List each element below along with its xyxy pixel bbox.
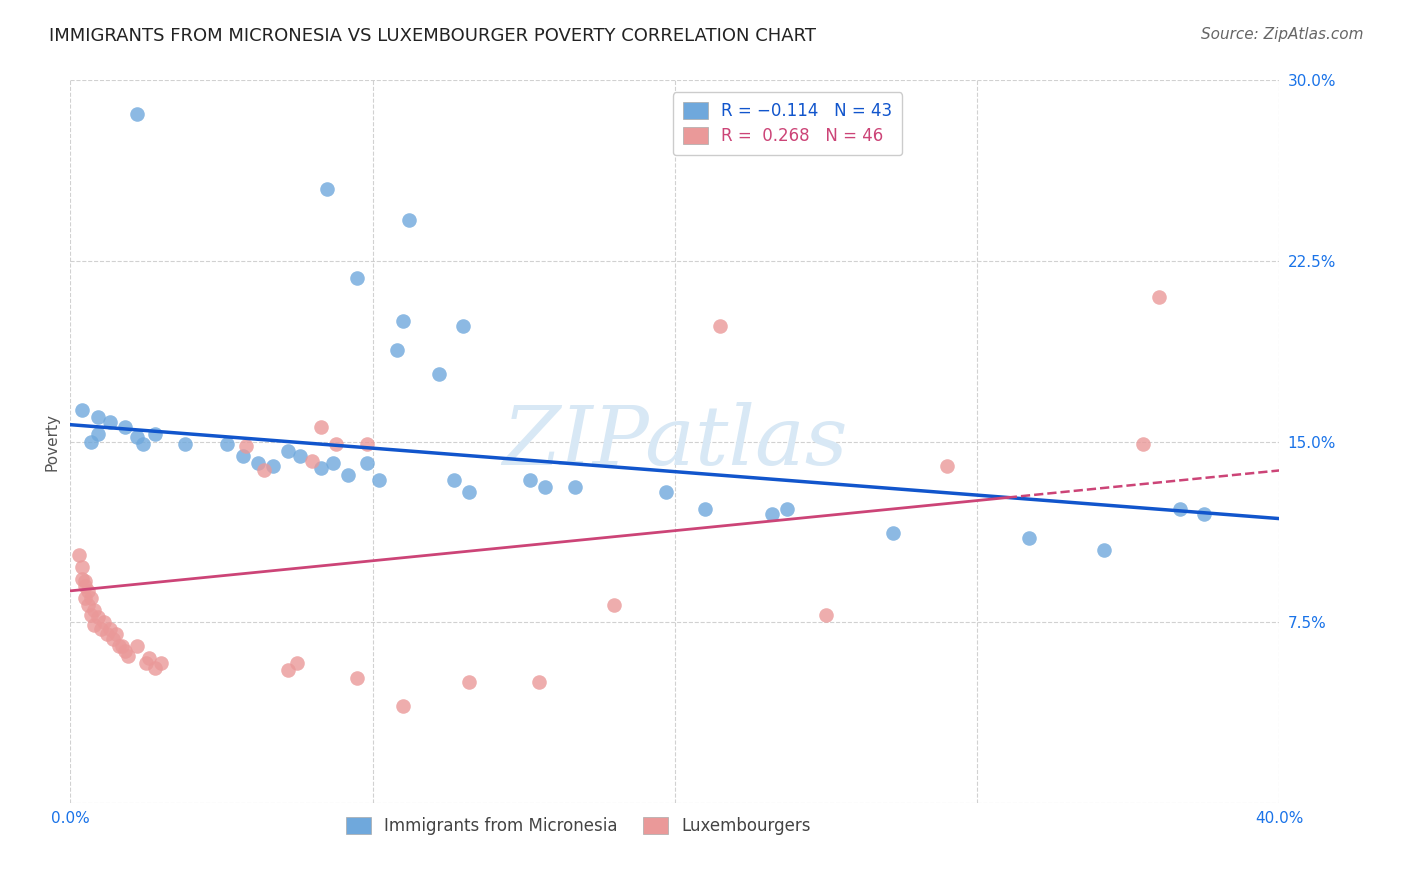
Point bbox=[277, 444, 299, 458]
Point bbox=[80, 591, 103, 605]
Point bbox=[217, 437, 239, 451]
Point bbox=[882, 526, 904, 541]
Point bbox=[80, 434, 103, 449]
Point bbox=[519, 473, 541, 487]
Point bbox=[138, 651, 160, 665]
Point bbox=[285, 656, 308, 670]
Point bbox=[936, 458, 959, 473]
Point bbox=[75, 579, 97, 593]
Point bbox=[174, 437, 197, 451]
Point bbox=[75, 591, 97, 605]
Text: Source: ZipAtlas.com: Source: ZipAtlas.com bbox=[1201, 27, 1364, 42]
Point bbox=[564, 480, 586, 494]
Point bbox=[603, 599, 626, 613]
Point bbox=[125, 430, 148, 444]
Point bbox=[98, 623, 121, 637]
Point bbox=[458, 485, 481, 500]
Point bbox=[86, 410, 108, 425]
Point bbox=[277, 664, 299, 678]
Point bbox=[1018, 531, 1040, 545]
Point bbox=[346, 671, 368, 685]
Point bbox=[534, 480, 557, 494]
Point bbox=[693, 502, 716, 516]
Text: IMMIGRANTS FROM MICRONESIA VS LUXEMBOURGER POVERTY CORRELATION CHART: IMMIGRANTS FROM MICRONESIA VS LUXEMBOURG… bbox=[49, 27, 817, 45]
Point bbox=[1192, 507, 1215, 521]
Point bbox=[288, 449, 311, 463]
Point bbox=[143, 427, 166, 442]
Point bbox=[77, 599, 100, 613]
Point bbox=[1168, 502, 1191, 516]
Point bbox=[101, 632, 124, 646]
Point bbox=[143, 661, 166, 675]
Point bbox=[75, 574, 97, 589]
Point bbox=[815, 607, 838, 622]
Point bbox=[107, 639, 129, 653]
Point bbox=[316, 181, 339, 195]
Point bbox=[246, 456, 269, 470]
Point bbox=[427, 367, 450, 381]
Point bbox=[391, 699, 415, 714]
Point bbox=[77, 583, 100, 598]
Point bbox=[86, 610, 108, 624]
Point bbox=[83, 603, 105, 617]
Point bbox=[301, 454, 323, 468]
Point bbox=[709, 318, 731, 333]
Point bbox=[80, 607, 103, 622]
Point bbox=[776, 502, 799, 516]
Point bbox=[72, 403, 94, 417]
Point bbox=[1092, 542, 1115, 557]
Point bbox=[114, 420, 136, 434]
Point bbox=[443, 473, 465, 487]
Point bbox=[125, 639, 148, 653]
Text: ZIPatlas: ZIPatlas bbox=[502, 401, 848, 482]
Point bbox=[90, 623, 111, 637]
Point bbox=[67, 548, 90, 562]
Point bbox=[72, 559, 94, 574]
Point bbox=[527, 675, 550, 690]
Point bbox=[322, 456, 344, 470]
Y-axis label: Poverty: Poverty bbox=[44, 412, 59, 471]
Point bbox=[93, 615, 115, 630]
Point bbox=[325, 437, 347, 451]
Point bbox=[1132, 437, 1154, 451]
Point bbox=[132, 437, 155, 451]
Point bbox=[761, 507, 783, 521]
Point bbox=[385, 343, 408, 357]
Point bbox=[72, 572, 94, 586]
Point bbox=[117, 648, 139, 663]
Point bbox=[356, 456, 378, 470]
Point bbox=[337, 468, 360, 483]
Point bbox=[367, 473, 389, 487]
Point bbox=[262, 458, 284, 473]
Point bbox=[104, 627, 127, 641]
Point bbox=[86, 427, 108, 442]
Legend: Immigrants from Micronesia, Luxembourgers: Immigrants from Micronesia, Luxembourger… bbox=[339, 810, 817, 841]
Point bbox=[356, 437, 378, 451]
Point bbox=[111, 639, 134, 653]
Point bbox=[655, 485, 678, 500]
Point bbox=[453, 318, 475, 333]
Point bbox=[1147, 290, 1170, 304]
Point bbox=[391, 314, 415, 328]
Point bbox=[150, 656, 172, 670]
Point bbox=[125, 107, 148, 121]
Point bbox=[309, 461, 332, 475]
Point bbox=[309, 420, 332, 434]
Point bbox=[235, 439, 257, 453]
Point bbox=[98, 415, 121, 429]
Point bbox=[398, 213, 420, 227]
Point bbox=[83, 617, 105, 632]
Point bbox=[96, 627, 118, 641]
Point bbox=[135, 656, 157, 670]
Point bbox=[458, 675, 481, 690]
Point bbox=[232, 449, 254, 463]
Point bbox=[114, 644, 136, 658]
Point bbox=[253, 463, 276, 477]
Point bbox=[346, 270, 368, 285]
